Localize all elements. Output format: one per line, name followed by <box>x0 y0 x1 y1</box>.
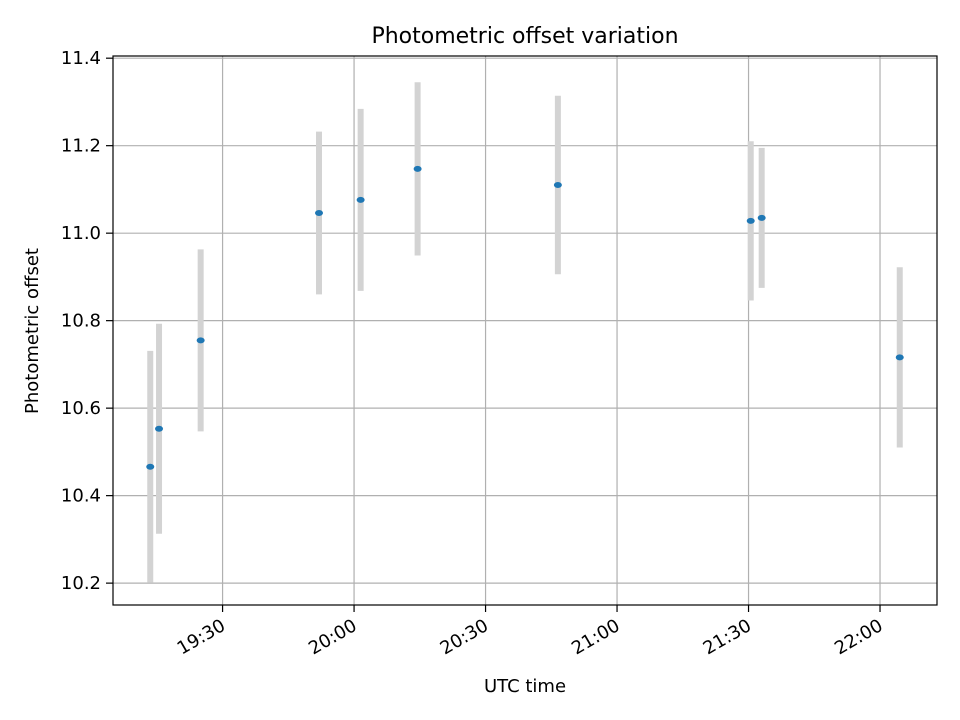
x-tick-label: 19:30 <box>174 615 229 659</box>
y-tick-label: 11.2 <box>61 136 101 157</box>
data-point <box>413 165 422 172</box>
chart-title: Photometric offset variation <box>371 24 678 49</box>
y-axis-label: Photometric offset <box>22 248 43 414</box>
data-point <box>155 425 164 432</box>
y-axis-ticks: 10.2 10.4 10.6 10.8 11.0 11.2 11.4 <box>61 48 113 594</box>
x-tick-label: 21:00 <box>568 615 623 659</box>
grid <box>113 56 937 605</box>
y-tick-label: 10.6 <box>61 398 101 419</box>
data-point <box>757 214 766 221</box>
x-axis-label: UTC time <box>484 676 566 697</box>
x-tick-label: 22:00 <box>831 615 886 659</box>
x-tick-label: 20:00 <box>305 615 360 659</box>
data-point <box>196 337 205 344</box>
data-point <box>356 196 365 203</box>
x-axis-ticks: 19:30 20:00 20:30 21:00 21:30 22:00 <box>174 605 887 659</box>
data-point <box>146 463 155 470</box>
data-points <box>146 165 904 470</box>
data-point <box>553 182 562 189</box>
plot-frame <box>112 55 938 606</box>
x-tick-label: 20:30 <box>437 615 492 659</box>
y-tick-label: 11.4 <box>61 48 101 69</box>
y-tick-label: 11.0 <box>61 223 101 244</box>
x-tick-label: 21:30 <box>700 615 755 659</box>
y-tick-label: 10.8 <box>61 311 101 332</box>
data-point <box>895 354 904 361</box>
data-point <box>746 217 755 224</box>
error-bars <box>147 82 903 583</box>
y-tick-label: 10.2 <box>61 573 101 594</box>
y-tick-label: 10.4 <box>61 486 101 507</box>
data-point <box>315 210 323 217</box>
